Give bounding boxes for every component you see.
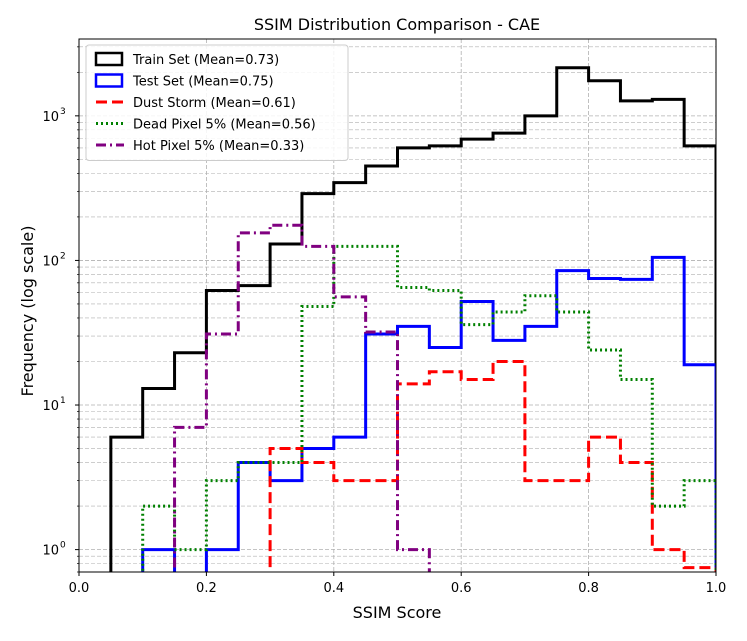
legend-label: Train Set (Mean=0.73)	[132, 53, 279, 68]
legend: Train Set (Mean=0.73) Test Set (Mean=0.75…	[85, 44, 349, 161]
series-line-4	[173, 223, 431, 572]
y-axis-label: Frequency (log scale)	[18, 226, 37, 397]
legend-swatch	[94, 51, 124, 67]
x-tick-label: 0.0	[69, 581, 90, 596]
x-tick-label: 0.6	[451, 581, 472, 596]
series-line-1	[141, 255, 716, 572]
plot-area-frame	[78, 38, 717, 573]
y-tick-label-exponent: 0	[60, 541, 66, 551]
legend-label: Dead Pixel 5% (Mean=0.56)	[133, 118, 316, 133]
series-line-3	[141, 244, 716, 572]
series-line-2	[268, 359, 716, 572]
legend-swatch	[94, 73, 124, 88]
y-tick-label-exponent: 3	[60, 107, 66, 117]
legend-box	[85, 44, 349, 161]
x-tick-label: 0.4	[323, 581, 344, 596]
y-tick-label: 10	[42, 544, 59, 559]
legend-label: Test Set (Mean=0.75)	[132, 75, 274, 90]
series-line-0	[109, 66, 716, 572]
x-axis-label: SSIM Score	[353, 603, 442, 622]
y-tick-label: 10	[42, 254, 59, 269]
x-tick-label: 0.2	[196, 581, 217, 596]
y-tick-label: 10	[42, 110, 59, 125]
legend-label: Dust Storm (Mean=0.61)	[133, 96, 296, 111]
series-layer	[109, 66, 716, 572]
x-tick-label: 0.8	[578, 581, 599, 596]
x-tick-label: 1.0	[706, 581, 727, 596]
y-tick-label-exponent: 1	[60, 396, 66, 406]
y-tick-label-exponent: 2	[60, 251, 66, 261]
y-tick-label: 10	[42, 399, 59, 414]
legend-label: Hot Pixel 5% (Mean=0.33)	[133, 139, 304, 154]
chart-title: SSIM Distribution Comparison - CAE	[254, 15, 540, 34]
